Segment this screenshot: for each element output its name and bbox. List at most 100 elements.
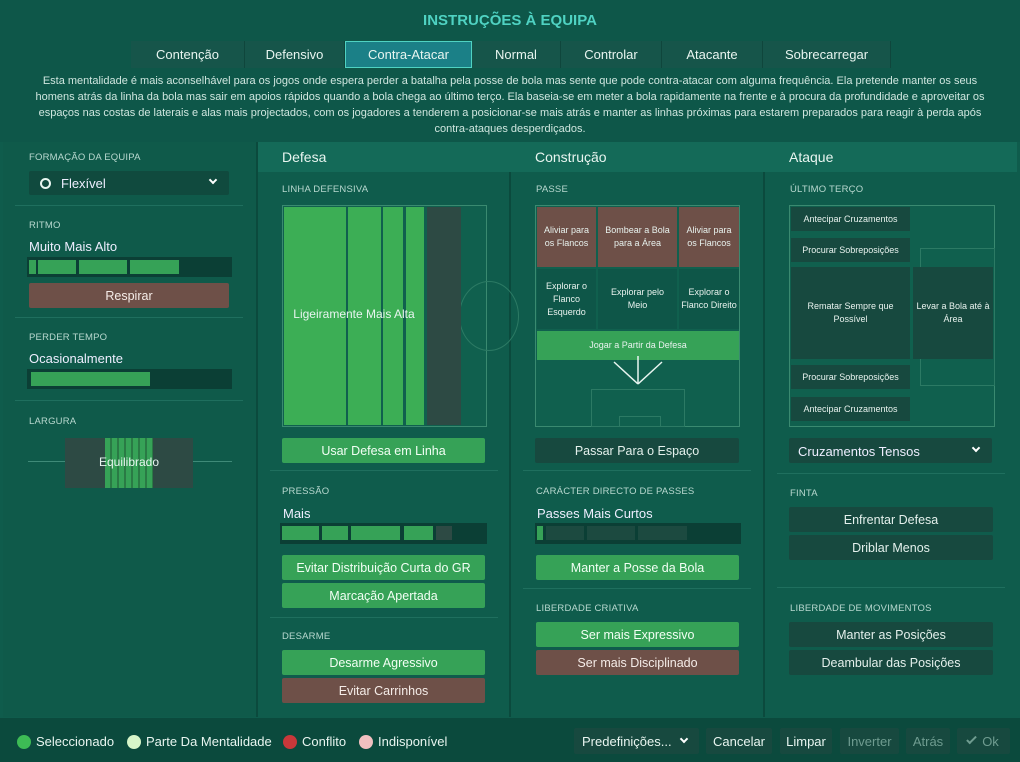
chevron [208,175,218,185]
slider-segment [546,526,584,540]
button[interactable]: Atrás [906,728,950,754]
shape [427,207,461,425]
cell[interactable]: Aliviar para os Flancos [537,207,596,267]
button[interactable]: Usar Defesa em Linha [282,438,485,463]
tab[interactable]: Defensivo [245,41,345,68]
value: Mais [283,506,311,521]
separator [763,142,765,717]
slider-segment [29,260,36,274]
separator [256,142,258,717]
column-title: Construção [535,149,607,165]
slider-segment [587,526,635,540]
label: FINTA [790,488,818,499]
description: Esta mentalidade é mais aconselhável par… [35,75,985,135]
slider [27,369,232,389]
label: RITMO [29,220,61,231]
cell[interactable]: Procurar Sobreposições [791,238,910,262]
button[interactable]: Ok [957,728,1010,754]
cell[interactable]: Bombear a Bola para a Área [598,207,677,267]
header [0,0,1020,142]
dropdown-value: Cruzamentos Tensos [798,444,920,459]
button[interactable]: Ser mais Disciplinado [536,650,739,675]
pitch: Antecipar Cruzamentos Procurar Sobreposi… [789,205,995,427]
label: PASSE [536,184,568,195]
slider-segment [322,526,348,540]
arrows [613,356,663,385]
button[interactable]: Deambular das Posições [789,650,993,675]
divider [15,400,243,401]
tab[interactable]: Atacante [662,41,763,68]
dropdown-value: Flexível [61,176,106,191]
button[interactable]: Manter a Posse da Bola [536,555,739,580]
slider [280,523,487,544]
legend-dot [127,735,141,749]
column-title: Defesa [282,149,327,165]
divider [270,617,498,618]
cell[interactable]: Levar a Bola até à Área [913,267,993,359]
button[interactable]: Inverter [840,728,899,754]
dropdown[interactable]: Flexível [29,171,229,195]
slider [535,523,741,544]
pitch [282,205,519,427]
slider-segment [537,526,543,540]
button[interactable]: Evitar Distribuição Curta do GR [282,555,485,580]
legend-dot [359,735,373,749]
legend-text: Indisponível [378,734,448,749]
legend-text: Conflito [302,734,347,749]
button[interactable]: Predefinições... [574,728,699,754]
divider [777,473,1005,474]
cell[interactable]: Jogar a Partir da Defesa [537,331,739,360]
button[interactable]: Desarme Agressivo [282,650,485,675]
value: Passes Mais Curtos [537,506,653,521]
value: Muito Mais Alto [29,239,118,254]
cell[interactable]: Antecipar Cruzamentos [791,397,910,421]
button[interactable]: Passar Para o Espaço [535,438,739,463]
cell[interactable]: Procurar Sobreposições [791,365,910,389]
label: LINHA DEFENSIVA [282,184,369,195]
label: PRESSÃO [282,486,330,497]
tab[interactable]: Normal [472,41,561,68]
tab-active[interactable]: Contra-Atacar [345,41,472,68]
label: LIBERDADE CRIATIVA [536,603,639,614]
button[interactable]: Cancelar [706,728,772,754]
divider [523,588,751,589]
button[interactable]: Marcação Apertada [282,583,485,608]
slider-segment [79,260,127,274]
button[interactable]: Enfrentar Defesa [789,507,993,532]
button[interactable]: Ser mais Expressivo [536,622,739,647]
tab[interactable]: Sobrecarregar [763,41,891,68]
button[interactable]: Evitar Carrinhos [282,678,485,703]
legend-text: Seleccionado [36,734,115,749]
cell[interactable]: Aliviar para os Flancos [679,207,739,267]
slider-segment [31,372,150,386]
separator [509,142,511,717]
tab[interactable]: Contenção [131,41,245,68]
button[interactable]: Manter as Posições [789,622,993,647]
width-value: Equilibrado [98,455,160,469]
cell[interactable]: Antecipar Cruzamentos [791,207,910,231]
dropdown[interactable]: Cruzamentos Tensos [789,438,992,463]
column-header-bar [258,142,1017,172]
value: Ocasionalmente [29,351,123,366]
tab[interactable]: Controlar [561,41,662,68]
line-value: Ligeiramente Mais Alta [293,307,415,321]
label: DESARME [282,631,331,642]
width-diagram [65,438,193,488]
label: CARÁCTER DIRECTO DE PASSES [536,486,695,497]
label: PERDER TEMPO [29,332,108,343]
legend-text: Parte Da Mentalidade [146,734,272,749]
cell[interactable]: Explorar o Flanco Direito [679,269,739,329]
slider-segment [130,260,179,274]
cell[interactable]: Explorar o Flanco Esquerdo [537,269,596,329]
slider-segment [638,526,687,540]
shape [406,207,424,425]
button[interactable]: Driblar Menos [789,535,993,560]
label: LARGURA [29,416,77,427]
slider-segment [282,526,319,540]
button[interactable]: Limpar [780,728,832,754]
button[interactable]: Respirar [29,283,229,308]
cell[interactable]: Explorar pelo Meio [598,269,677,329]
cell[interactable]: Rematar Sempre que Possível [791,267,910,359]
